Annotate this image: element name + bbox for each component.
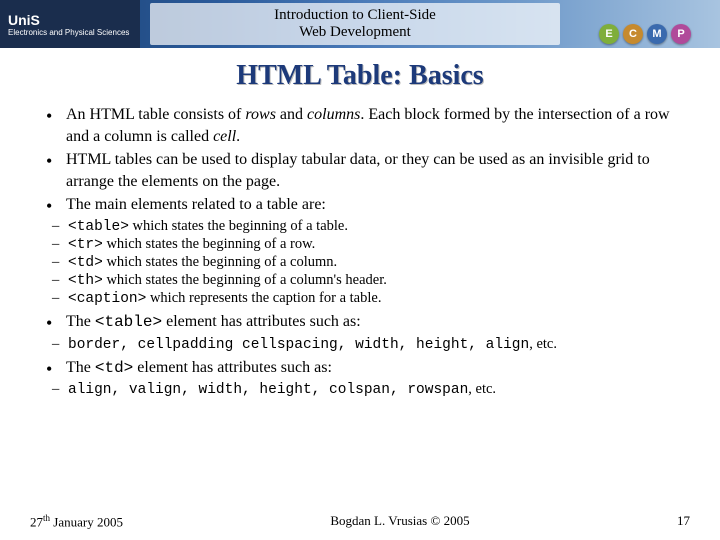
department-text: Electronics and Physical Sciences [8, 28, 140, 37]
main-bullet-list-3: The <td> element has attributes such as: [30, 357, 690, 380]
course-title-line1: Introduction to Client-Side [274, 7, 436, 23]
tag-caption: <caption> [68, 291, 146, 307]
slide-content: HTML Table: Basics An HTML table consist… [0, 48, 720, 398]
italic-rows: rows [245, 106, 276, 123]
text: which states the beginning of a row. [103, 236, 315, 252]
attrs-table: border, cellpadding cellspacing, width, … [68, 337, 529, 353]
footer-author: Bogdan L. Vrusias © 2005 [330, 513, 469, 530]
course-title-line2: Web Development [299, 24, 411, 40]
university-logo-text: UniS [8, 12, 140, 28]
header-badges: E C M P [570, 0, 720, 48]
slide-header: UniS Electronics and Physical Sciences I… [0, 0, 720, 48]
bullet-1: An HTML table consists of rows and colum… [54, 104, 690, 147]
tag-th: <th> [68, 273, 103, 289]
italic-cell: cell [213, 128, 236, 145]
bullet-5: The <td> element has attributes such as: [54, 357, 690, 380]
main-bullet-list: An HTML table consists of rows and colum… [30, 104, 690, 216]
text: which states the beginning of a table. [129, 218, 348, 234]
badge-c: C [623, 24, 643, 44]
italic-columns: columns [307, 106, 360, 123]
sub-table-attrs: border, cellpadding cellspacing, width, … [58, 336, 690, 353]
date-suffix: th [43, 513, 50, 523]
attrs-td: align, valign, width, height, colspan, r… [68, 382, 468, 398]
text: element has attributes such as: [162, 313, 361, 330]
bullet-3: The main elements related to a table are… [54, 194, 690, 216]
badge-p: P [671, 24, 691, 44]
bullet-2: HTML tables can be used to display tabul… [54, 149, 690, 192]
sub-list-table-attrs: border, cellpadding cellspacing, width, … [30, 336, 690, 353]
tag-table: <table> [68, 219, 129, 235]
tag-td: <td> [68, 255, 103, 271]
main-bullet-list-2: The <table> element has attributes such … [30, 311, 690, 334]
slide-footer: 27th January 2005 Bogdan L. Vrusias © 20… [0, 513, 720, 530]
text: which represents the caption for a table… [146, 290, 381, 306]
sub-tr: <tr> which states the beginning of a row… [58, 236, 690, 253]
text: which states the beginning of a column's… [103, 272, 387, 288]
sub-td-attrs: align, valign, width, height, colspan, r… [58, 381, 690, 398]
footer-page-number: 17 [677, 513, 690, 530]
tag-tr: <tr> [68, 237, 103, 253]
text: The [66, 359, 95, 376]
tag-table-inline: <table> [95, 313, 162, 331]
tag-td-inline: <td> [95, 359, 133, 377]
date-rest: January 2005 [50, 514, 123, 529]
text: , etc. [529, 336, 557, 352]
date-day: 27 [30, 514, 43, 529]
sub-td: <td> which states the beginning of a col… [58, 254, 690, 271]
text: which states the beginning of a column. [103, 254, 337, 270]
text: An HTML table consists of [66, 106, 245, 123]
text: . [236, 128, 240, 145]
bullet-4: The <table> element has attributes such … [54, 311, 690, 334]
course-title: Introduction to Client-Side Web Developm… [150, 3, 560, 45]
logo-block: UniS Electronics and Physical Sciences [0, 0, 140, 48]
text: and [276, 106, 307, 123]
slide-title: HTML Table: Basics [30, 60, 690, 92]
sub-list-elements: <table> which states the beginning of a … [30, 218, 690, 307]
badge-m: M [647, 24, 667, 44]
badge-e: E [599, 24, 619, 44]
text: , etc. [468, 381, 496, 397]
text: element has attributes such as: [133, 359, 332, 376]
sub-list-td-attrs: align, valign, width, height, colspan, r… [30, 381, 690, 398]
footer-date: 27th January 2005 [30, 513, 123, 530]
sub-caption: <caption> which represents the caption f… [58, 290, 690, 307]
sub-table: <table> which states the beginning of a … [58, 218, 690, 235]
text: The [66, 313, 95, 330]
sub-th: <th> which states the beginning of a col… [58, 272, 690, 289]
